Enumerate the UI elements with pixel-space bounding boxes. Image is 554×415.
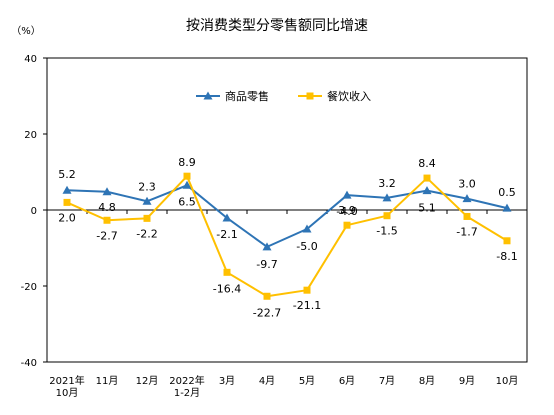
y-tick-label: 40 <box>24 54 37 65</box>
legend-marker <box>306 92 314 100</box>
data-label: 5.2 <box>58 168 76 181</box>
series-line <box>66 175 508 298</box>
data-point <box>222 213 232 222</box>
data-point <box>423 174 431 182</box>
data-label: -8.1 <box>496 250 517 263</box>
data-point <box>183 172 191 180</box>
y-tick-label: 0 <box>31 206 37 217</box>
data-point <box>63 198 71 206</box>
x-tick-label: 8月 <box>419 375 435 387</box>
series-line <box>66 184 508 248</box>
x-tick-label: 3月 <box>219 375 235 387</box>
axes: 40 20 0 -20 -40 2021年 10月 11月 12月 2022年 1-2月 3月 4月 5月… <box>21 54 528 399</box>
data-label: -2.7 <box>96 229 117 242</box>
x-tick-label: 2022年 1-2月 <box>169 374 204 399</box>
data-point <box>223 268 231 276</box>
data-point <box>302 224 312 233</box>
data-label: -2.1 <box>216 228 237 241</box>
data-label: 6.5 <box>178 195 196 208</box>
data-label: 3.0 <box>458 178 476 191</box>
data-label: 0.5 <box>498 186 516 199</box>
data-label: -21.1 <box>293 299 321 312</box>
y-tick-label: -20 <box>21 282 37 293</box>
x-tick-label: 2021年 10月 <box>49 374 84 399</box>
y-tick-label: -40 <box>21 358 37 369</box>
data-label: 2.0 <box>58 211 76 224</box>
data-point <box>263 292 271 300</box>
data-label: 8.9 <box>178 156 196 169</box>
data-point <box>503 237 511 245</box>
legend-marker <box>203 91 213 100</box>
data-label: 5.1 <box>418 202 436 215</box>
legend-label: 商品零售 <box>225 89 269 103</box>
series-layer <box>62 172 512 300</box>
x-tick-label: 11月 <box>96 375 119 387</box>
data-label: -1.7 <box>456 225 477 238</box>
data-label: -1.5 <box>376 225 397 238</box>
data-point <box>103 216 111 224</box>
data-point <box>262 242 272 251</box>
data-label: 2.3 <box>138 180 156 193</box>
data-point <box>382 193 392 202</box>
x-tick-label: 10月 <box>496 375 519 387</box>
x-tick-label: 5月 <box>299 375 315 387</box>
data-label: -4.0 <box>336 205 357 218</box>
x-tick-label: 12月 <box>136 375 159 387</box>
data-label: 3.9 <box>338 204 356 217</box>
legend: 商品零售 餐饮收入 <box>196 89 371 103</box>
x-tick-label: 6月 <box>339 375 355 387</box>
data-label: -5.0 <box>296 240 317 253</box>
data-label: -22.7 <box>253 306 281 319</box>
data-point <box>142 196 152 205</box>
x-tick-label: 7月 <box>379 375 395 387</box>
y-unit-label: （%） <box>11 25 41 37</box>
data-point <box>463 212 471 220</box>
x-tick-label: 4月 <box>259 375 275 387</box>
data-label: 8.4 <box>418 157 436 170</box>
chart-title: 按消费类型分零售额同比增速 <box>186 18 368 34</box>
y-tick-label: 20 <box>24 130 37 141</box>
data-labels: 5.2 4.8 2.3 6.5 -2.1 -9.7 -5.0 3.9 3.2 5.1 3.0 0.5 2… <box>58 156 517 319</box>
data-label: -16.4 <box>213 282 241 295</box>
data-point <box>342 190 352 199</box>
data-point <box>62 185 72 194</box>
data-point <box>383 212 391 220</box>
data-label: 4.8 <box>98 201 116 214</box>
data-point <box>182 180 192 189</box>
data-point <box>303 286 311 294</box>
data-label: 3.2 <box>378 177 396 190</box>
data-point <box>462 194 472 203</box>
data-point <box>102 187 112 196</box>
data-point <box>502 203 512 212</box>
data-point <box>143 214 151 222</box>
data-label: -2.2 <box>136 227 157 240</box>
data-label: -9.7 <box>256 258 277 271</box>
x-tick-label: 9月 <box>459 375 475 387</box>
data-point <box>343 221 351 229</box>
data-point <box>422 186 432 195</box>
legend-label: 餐饮收入 <box>327 89 371 103</box>
